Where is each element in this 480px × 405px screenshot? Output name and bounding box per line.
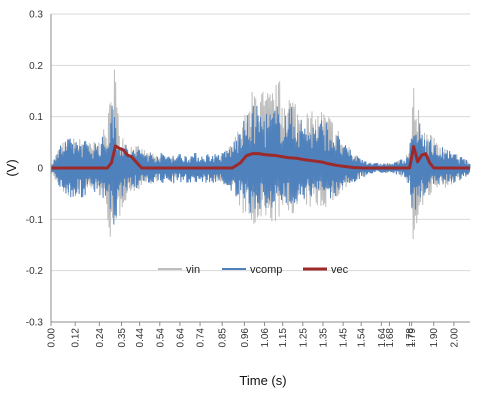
axes — [50, 14, 470, 326]
x-tick-label: 0.64 — [175, 328, 186, 348]
x-tick-label: 1.68 — [385, 328, 396, 348]
y-tick-label: 0.2 — [29, 61, 43, 72]
y-tick-labels: -0.3 -0.2 -0.1 0 0.1 0.2 0.3 — [26, 10, 44, 329]
legend: vin vcomp vec — [158, 264, 349, 276]
x-tick-label: 1.78 — [405, 328, 416, 348]
x-tick-label: 0.35 — [117, 328, 128, 348]
plot-series — [50, 69, 471, 240]
x-tick-label: 0.00 — [47, 328, 58, 348]
x-tick-label: 1.64 — [377, 328, 388, 348]
x-tick-label: 0.85 — [218, 328, 229, 348]
series-vec-line — [51, 144, 470, 170]
legend-label-vcomp: vcomp — [250, 264, 282, 276]
y-tick-label: -0.1 — [26, 215, 44, 226]
x-axis-title: Time (s) — [239, 373, 286, 388]
x-tick-label: 0.44 — [135, 328, 146, 348]
x-tick-label: 1.79 — [407, 328, 418, 348]
x-tick-label: 1.35 — [318, 328, 329, 348]
x-tick-labels: 0.00 0.12 0.24 0.35 0.44 0.54 0.64 0.74 0.85 0.96… — [47, 328, 461, 348]
x-tick-label: 1.54 — [357, 328, 368, 348]
x-tick-label: 1.25 — [298, 328, 309, 348]
y-tick-label: 0 — [37, 164, 43, 175]
x-tick-label: 1.06 — [260, 328, 271, 348]
y-axis-title: (V) — [4, 159, 19, 176]
series-vcomp-line — [50, 105, 471, 225]
x-tick-label: 1.90 — [429, 328, 440, 348]
x-tick-label: 0.54 — [155, 328, 166, 348]
x-tick-label: 1.45 — [339, 328, 350, 348]
legend-label-vin: vin — [186, 264, 200, 276]
y-tick-label: 0.3 — [29, 10, 43, 21]
x-tick-label: 0.96 — [240, 328, 251, 348]
x-tick-label: 2.00 — [449, 328, 460, 348]
y-tick-label: -0.2 — [26, 266, 44, 277]
x-tick-label: 0.12 — [71, 328, 82, 348]
legend-label-vec: vec — [331, 264, 349, 276]
x-tick-label: 0.74 — [196, 328, 207, 348]
y-tick-label: -0.3 — [26, 318, 44, 329]
x-tick-label: 0.24 — [95, 328, 106, 348]
y-tick-label: 0.1 — [29, 112, 43, 123]
x-tick-label: 1.15 — [278, 328, 289, 348]
